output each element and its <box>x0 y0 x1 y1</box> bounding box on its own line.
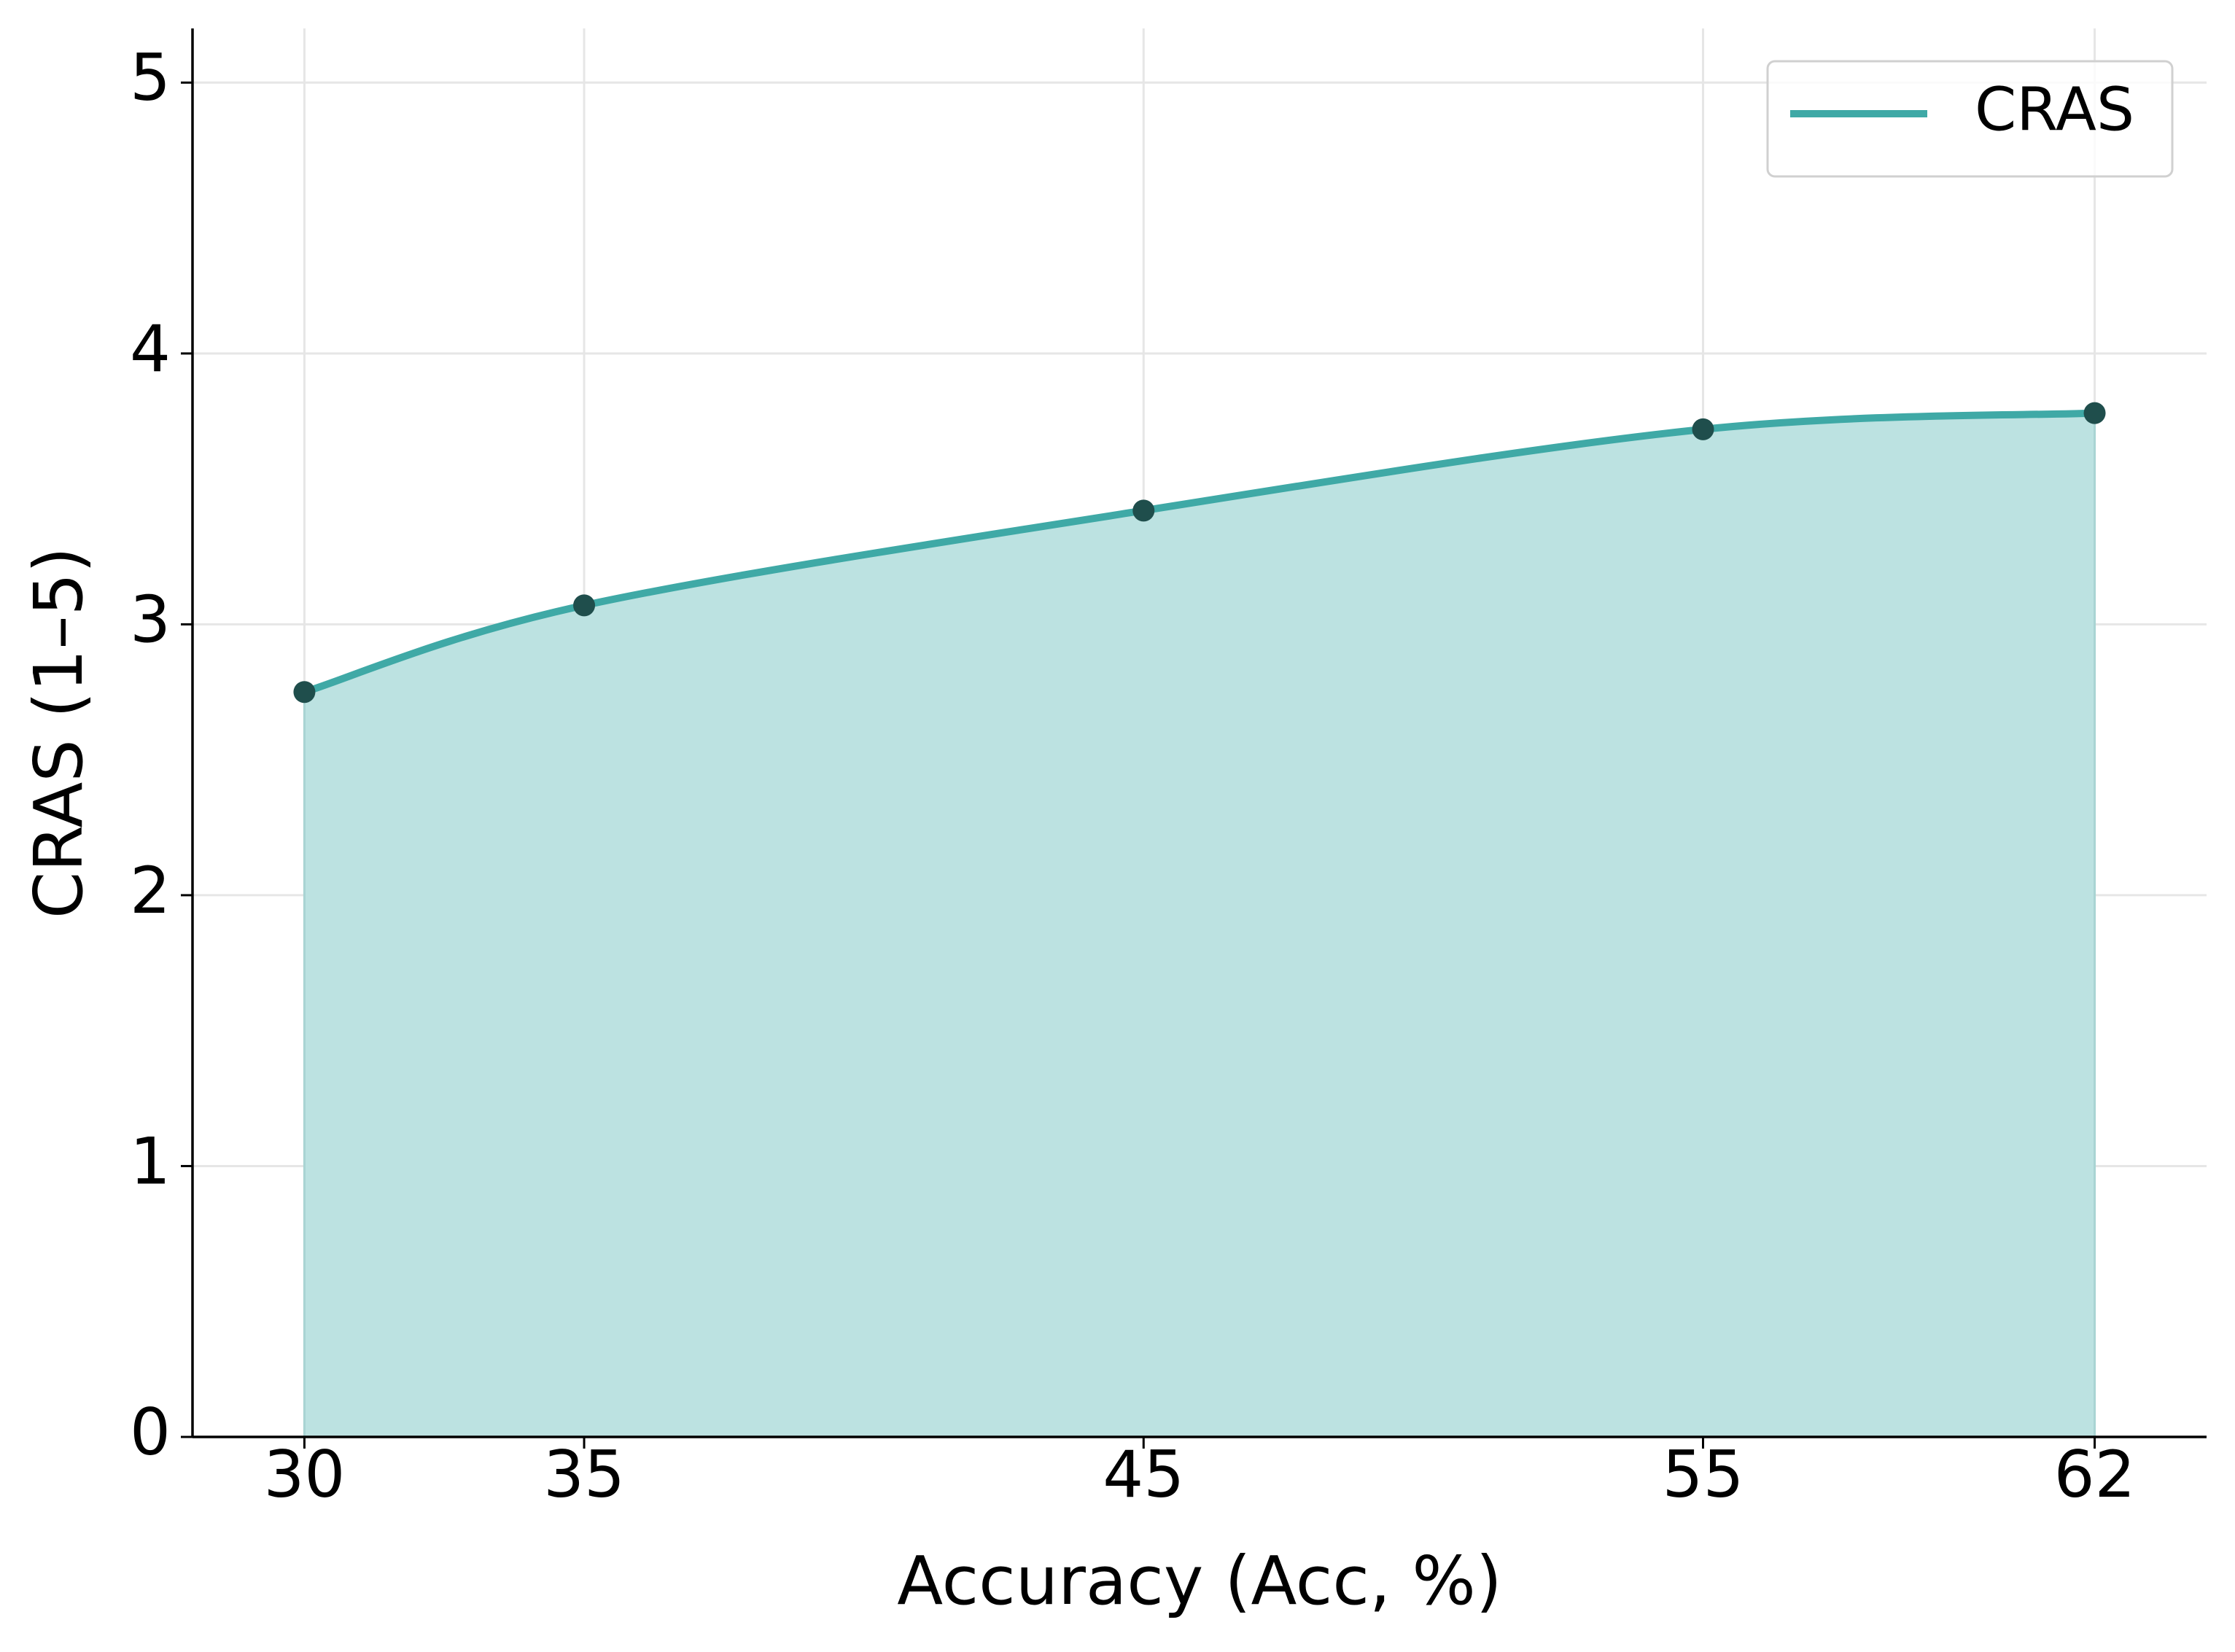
x-tick-label: 45 <box>1103 1437 1184 1512</box>
y-tick-label: 5 <box>130 40 171 115</box>
x-tick-label: 35 <box>543 1437 625 1512</box>
point <box>293 681 316 704</box>
y-axis-label: CRAS (1–5) <box>20 547 98 919</box>
point <box>573 594 596 617</box>
area <box>303 412 2096 1438</box>
point <box>1132 499 1155 522</box>
y-tick-label: 0 <box>130 1395 171 1470</box>
x-tick-label: 55 <box>1663 1437 1744 1512</box>
x-tick-label: 62 <box>2054 1437 2136 1512</box>
x-tick-label: 30 <box>263 1437 345 1512</box>
x-axis-label: Accuracy (Acc, %) <box>897 1542 1501 1620</box>
legend-label: CRAS <box>1975 75 2134 144</box>
y-tick-label: 2 <box>130 853 171 928</box>
y-tick-label: 4 <box>130 311 171 386</box>
legend-box <box>1766 60 2174 178</box>
legend: CRAS <box>1766 60 2174 178</box>
y-tick-label: 1 <box>130 1123 171 1199</box>
point <box>1692 418 1714 440</box>
point <box>2083 402 2106 424</box>
y-tick-label: 3 <box>130 582 171 657</box>
